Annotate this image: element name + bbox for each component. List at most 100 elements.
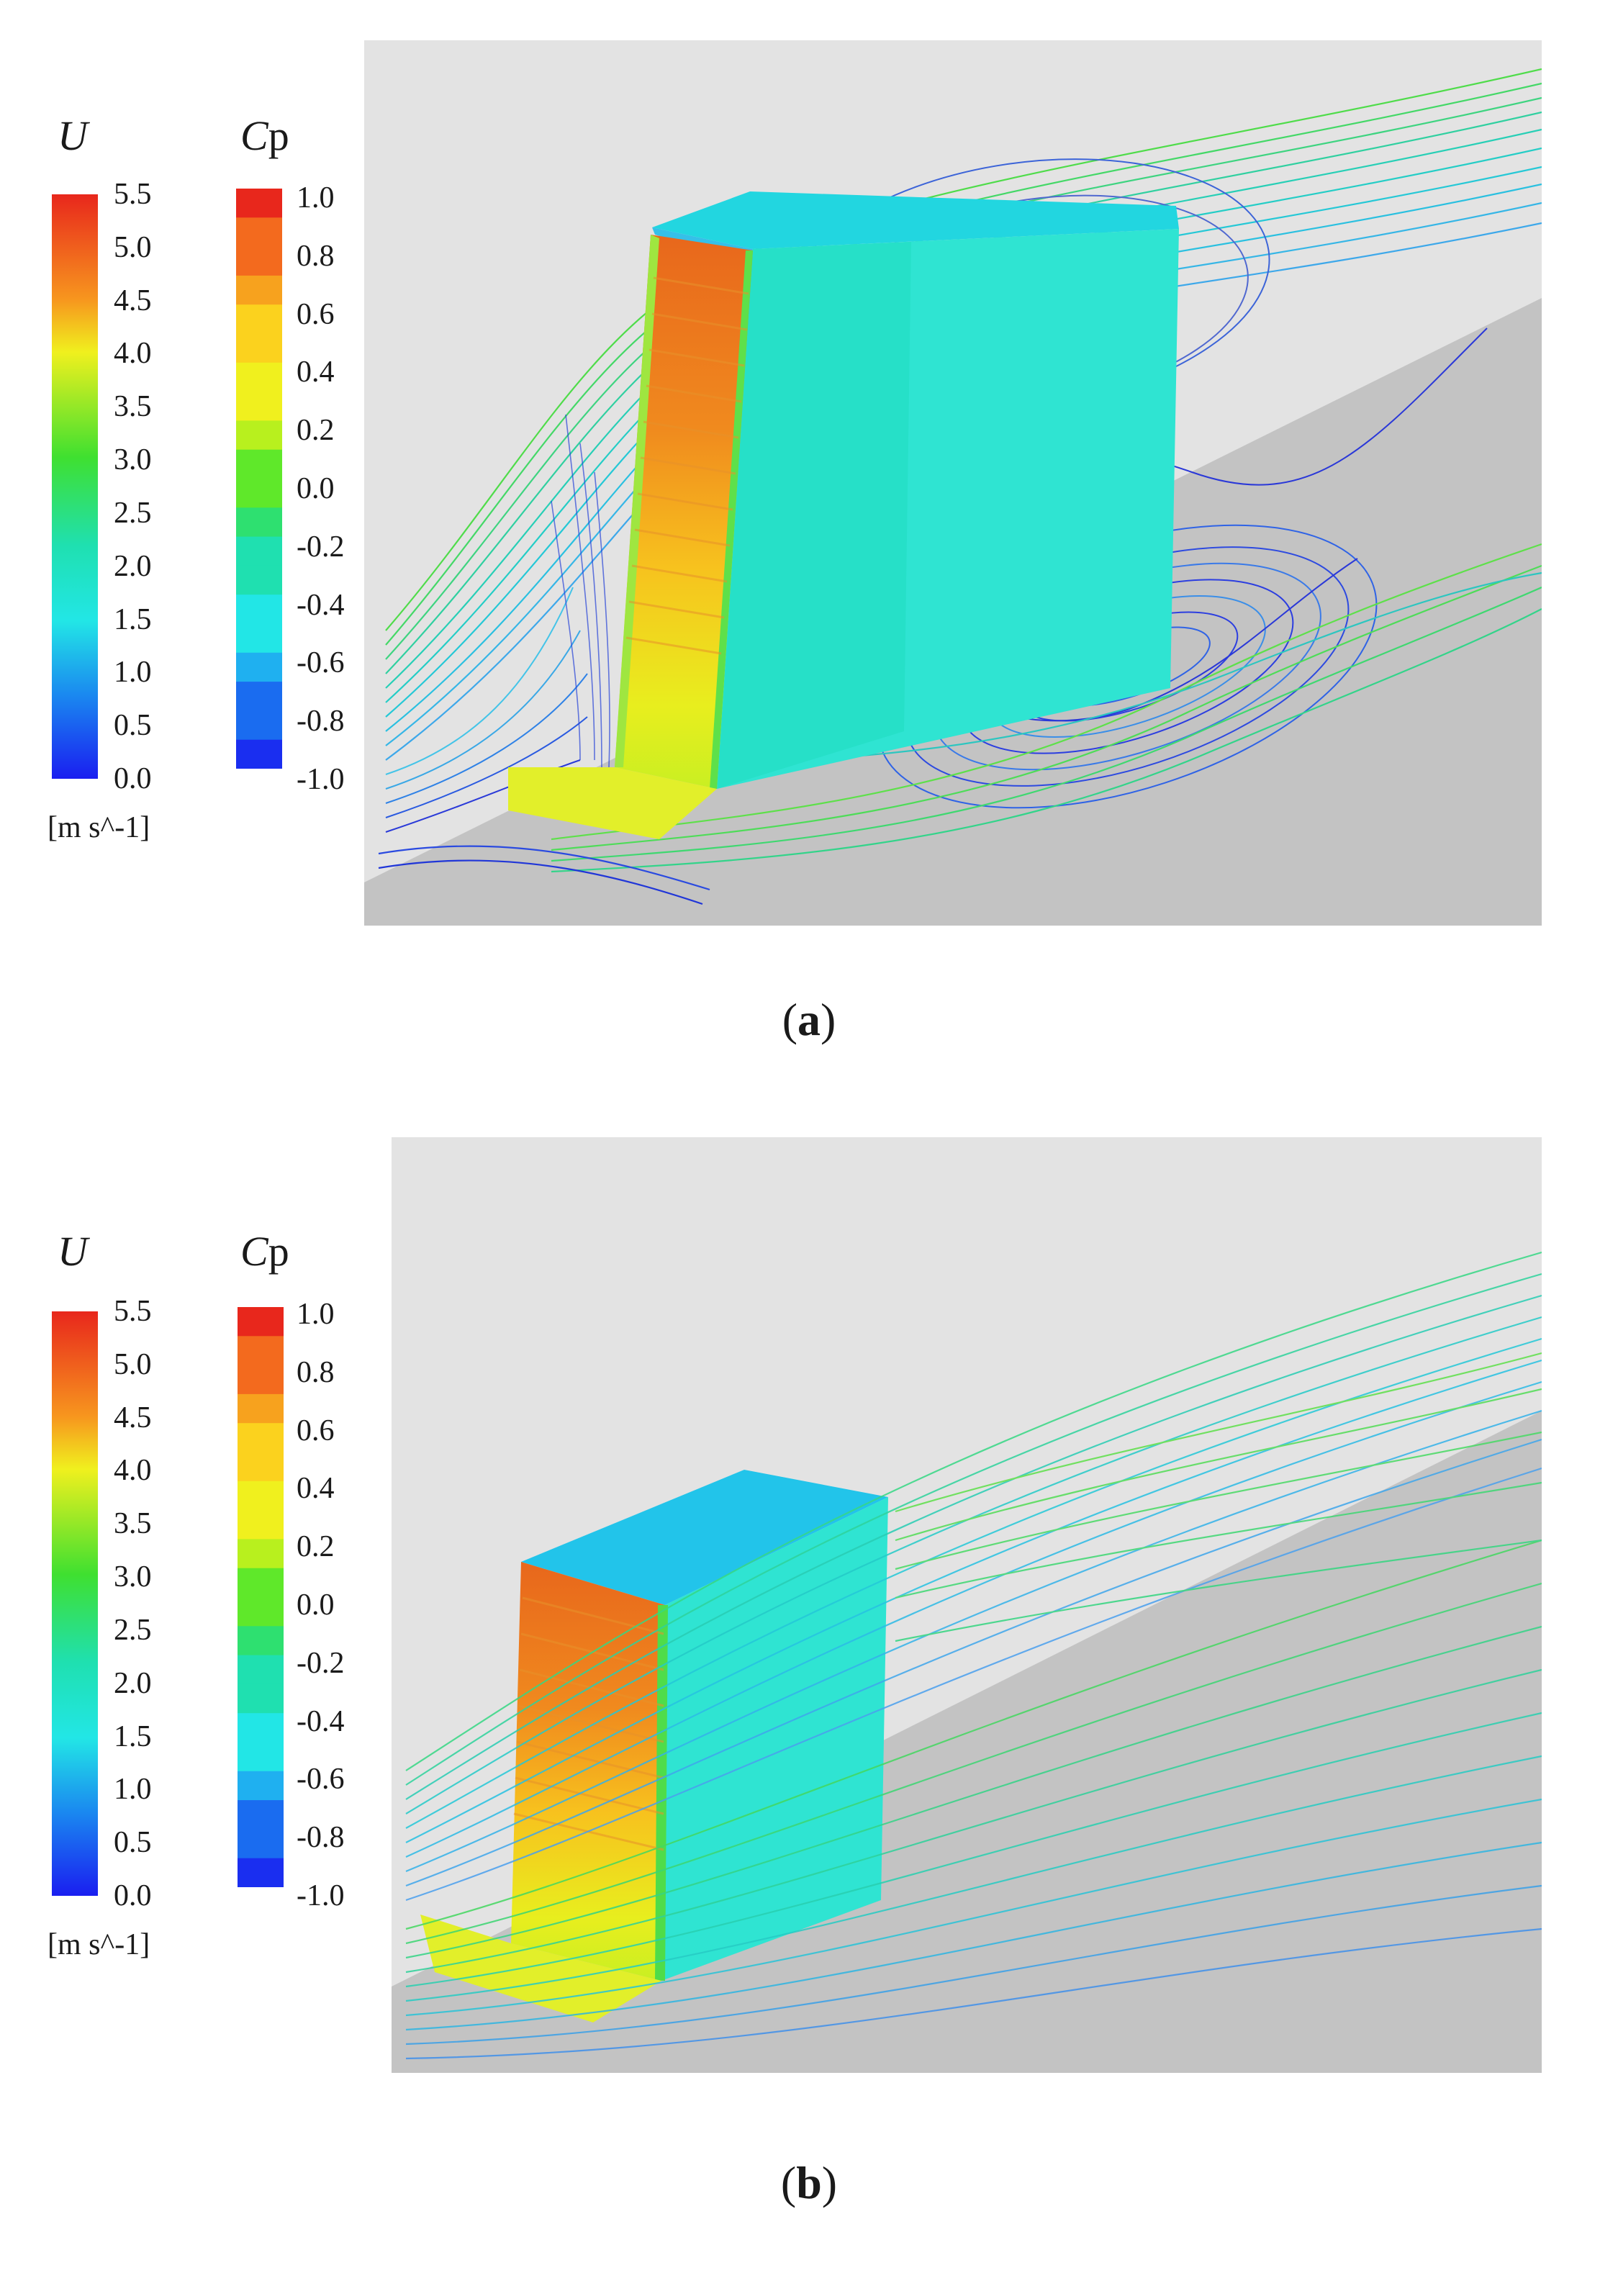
tick-label: 2.0 xyxy=(114,1666,152,1700)
cp-colorbar-band xyxy=(236,652,282,682)
cp-colorbar-band xyxy=(236,275,282,305)
tick-label: 4.5 xyxy=(114,1401,152,1434)
cp-colorbar-band xyxy=(238,1539,284,1569)
cp-colorbar-band xyxy=(236,536,282,566)
tick-label: -0.6 xyxy=(297,646,345,680)
u-colorbar xyxy=(52,1311,98,1896)
cp-colorbar-band xyxy=(238,1713,284,1743)
tick-label: -0.2 xyxy=(297,1646,345,1680)
u-colorbar xyxy=(52,194,98,779)
cp-colorbar-band xyxy=(238,1452,284,1482)
cp-colorbar-band xyxy=(238,1829,284,1859)
u-legend-unit: [m s^-1] xyxy=(48,811,150,844)
tick-label: -0.8 xyxy=(297,1821,345,1855)
tick-label: 0.8 xyxy=(297,239,335,273)
u-legend-title: U xyxy=(58,1228,88,1275)
cp-colorbar-band xyxy=(238,1307,284,1337)
cp-colorbar-band xyxy=(238,1742,284,1772)
tick-label: 2.5 xyxy=(114,1613,152,1647)
block-base xyxy=(508,767,717,839)
flow-visualization-b xyxy=(392,1137,1542,2073)
cp-colorbar-band xyxy=(238,1393,284,1424)
cp-colorbar-band xyxy=(236,595,282,624)
cp-colorbar-band xyxy=(236,682,282,711)
cp-colorbar-band xyxy=(236,623,282,654)
block-roof xyxy=(521,1470,888,1605)
tick-label: 1.0 xyxy=(297,181,335,214)
cp-colorbar-band xyxy=(236,710,282,741)
tick-label: 0.6 xyxy=(297,1414,335,1447)
tick-label: 3.0 xyxy=(114,443,152,477)
cp-colorbar-band xyxy=(238,1683,284,1714)
cp-colorbar-band xyxy=(238,1597,284,1627)
tick-label: -0.6 xyxy=(297,1763,345,1796)
tick-label: -0.4 xyxy=(297,588,345,622)
cp-colorbar-band xyxy=(238,1626,284,1656)
tick-label: 5.0 xyxy=(114,1347,152,1381)
tick-label: 1.0 xyxy=(297,1298,335,1331)
cp-colorbar-band xyxy=(236,362,282,392)
u-legend-title: U xyxy=(58,112,88,159)
tick-label: -1.0 xyxy=(297,1879,345,1912)
panel-b: U 5.5 5.0 4.5 4.0 3.5 3.0 2.5 2.0 1.5 1.0 0.5 0.0 [… xyxy=(0,1123,1618,2296)
tick-label: 4.0 xyxy=(114,1454,152,1488)
tick-label: 5.5 xyxy=(114,178,152,211)
cp-colorbar-band xyxy=(236,246,282,276)
u-legend-unit: [m s^-1] xyxy=(48,1928,150,1961)
cp-colorbar-band xyxy=(236,217,282,248)
flow-visualization-a xyxy=(364,40,1542,926)
tick-label: 0.8 xyxy=(297,1355,335,1389)
tick-label: 1.5 xyxy=(114,1719,152,1753)
tick-label: 4.0 xyxy=(114,337,152,371)
caption-b: (b) xyxy=(780,2157,838,2208)
tick-label: 1.0 xyxy=(114,1773,152,1807)
cp-legend-title: Cp xyxy=(240,112,289,159)
tick-label: 0.4 xyxy=(297,356,335,389)
tick-label: -0.8 xyxy=(297,705,345,738)
cp-colorbar xyxy=(236,189,282,769)
tick-label: 0.0 xyxy=(114,1879,152,1912)
tick-label: 2.0 xyxy=(114,549,152,583)
cp-colorbar-band xyxy=(238,1655,284,1685)
cp-colorbar-band xyxy=(238,1481,284,1511)
cp-colorbar-band xyxy=(238,1568,284,1598)
streamlines xyxy=(405,1251,1542,2060)
tick-label: 0.2 xyxy=(297,414,335,448)
tick-label: 4.5 xyxy=(114,284,152,317)
cp-colorbar-band xyxy=(238,1365,284,1395)
block-side-face xyxy=(661,1497,888,1981)
cp-colorbar-band xyxy=(238,1336,284,1366)
caption-a: (a) xyxy=(782,994,836,1045)
cp-colorbar xyxy=(238,1307,284,1887)
tick-label: 1.5 xyxy=(114,602,152,636)
cp-colorbar-band xyxy=(236,420,282,451)
tick-label: 3.5 xyxy=(114,390,152,424)
block-face-stripes xyxy=(625,276,749,655)
cp-colorbar-band xyxy=(236,479,282,508)
tick-label: 0.0 xyxy=(297,472,335,505)
cp-legend-title: Cp xyxy=(240,1228,289,1275)
tick-label: 0.2 xyxy=(297,1530,335,1564)
face-streamlines xyxy=(551,414,610,768)
cp-colorbar-band xyxy=(238,1510,284,1540)
panel-a: U 5.5 5.0 4.5 4.0 3.5 3.0 2.5 2.0 1.5 1.0 0.5 0.0 [… xyxy=(0,0,1618,1080)
inflow-streamlines xyxy=(385,587,588,833)
cp-colorbar-band xyxy=(236,507,282,538)
tick-label: 0.0 xyxy=(114,762,152,795)
cp-colorbar-band xyxy=(236,333,282,363)
cp-colorbar-band xyxy=(236,449,282,479)
tick-label: 1.0 xyxy=(114,656,152,690)
tick-label: 2.5 xyxy=(114,496,152,530)
tick-label: 0.5 xyxy=(114,709,152,743)
tick-label: 3.0 xyxy=(114,1560,152,1594)
tick-label: -1.0 xyxy=(297,763,345,796)
cp-colorbar-band xyxy=(238,1858,284,1887)
tick-label: -0.4 xyxy=(297,1704,345,1738)
cp-colorbar-band xyxy=(236,392,282,421)
cp-colorbar-band xyxy=(236,565,282,595)
cp-colorbar-band xyxy=(236,304,282,334)
tick-label: 0.4 xyxy=(297,1472,335,1506)
block-windward-face xyxy=(511,1562,665,1981)
tick-label: 3.5 xyxy=(114,1507,152,1541)
tick-label: 0.0 xyxy=(297,1588,335,1622)
